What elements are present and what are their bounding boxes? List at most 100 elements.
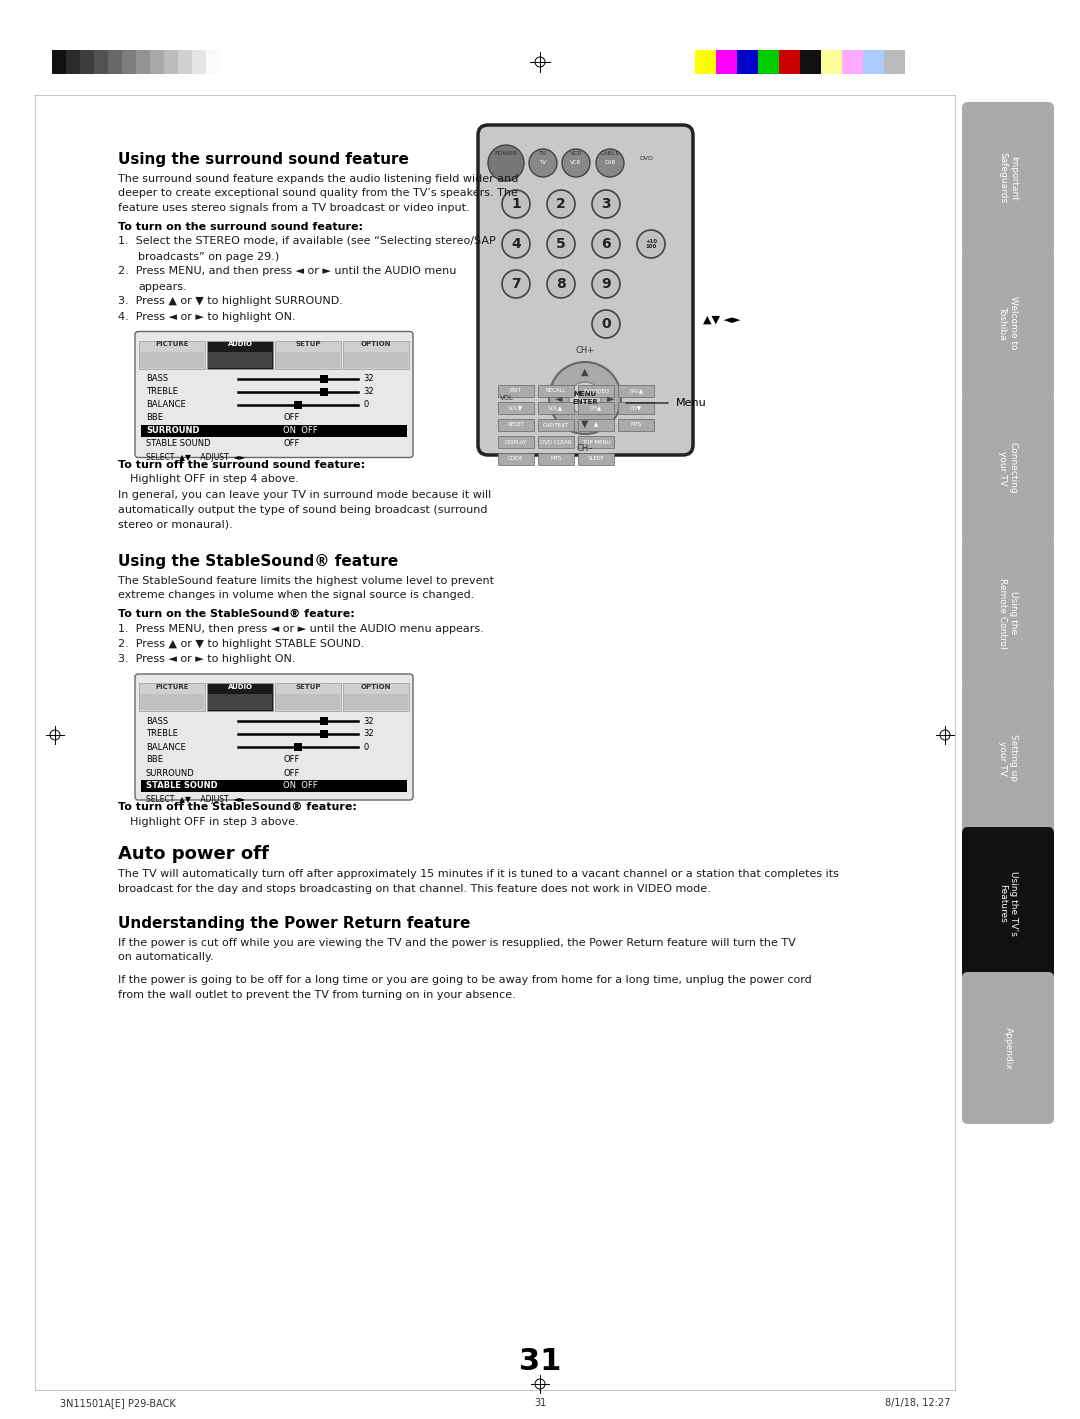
Text: DVD CLEAR: DVD CLEAR	[540, 440, 571, 444]
Bar	[122, 50, 136, 74]
Text: CAP/TEXT: CAP/TEXT	[543, 423, 569, 427]
Text: 2.  Press MENU, and then press ◄ or ► until the AUDIO menu: 2. Press MENU, and then press ◄ or ► unt…	[118, 267, 457, 277]
Text: 31: 31	[518, 1348, 562, 1376]
Bar	[140, 352, 204, 368]
Text: automatically output the type of sound being broadcast (surround: automatically output the type of sound b…	[118, 505, 487, 515]
Bar	[321, 729, 328, 738]
Text: feature uses stereo signals from a TV broadcast or video input.: feature uses stereo signals from a TV br…	[118, 203, 470, 213]
Text: The StableSound feature limits the highest volume level to prevent: The StableSound feature limits the highe…	[118, 576, 494, 586]
Bar	[696, 50, 716, 74]
Text: PICTURE: PICTURE	[156, 684, 189, 690]
Text: ►: ►	[607, 393, 615, 403]
Text: OFF: OFF	[283, 438, 299, 448]
Bar	[321, 717, 328, 725]
FancyBboxPatch shape	[962, 247, 1054, 399]
Text: To turn on the surround sound feature:: To turn on the surround sound feature:	[118, 221, 363, 231]
Text: VOL: VOL	[500, 394, 514, 402]
Text: 9: 9	[602, 277, 611, 291]
Text: DVD: DVD	[639, 156, 653, 160]
Text: ON  OFF: ON OFF	[283, 782, 318, 790]
Circle shape	[569, 382, 600, 414]
Bar	[108, 50, 122, 74]
FancyBboxPatch shape	[135, 332, 413, 457]
Text: SELECT  ▲▼    ADJUST  ◄►: SELECT ▲▼ ADJUST ◄►	[146, 796, 245, 805]
Text: Welcome to
Toshiba: Welcome to Toshiba	[998, 297, 1017, 349]
Text: TV: TV	[540, 160, 546, 166]
Bar	[150, 50, 164, 74]
Bar	[276, 352, 340, 368]
Text: FAV▲: FAV▲	[629, 389, 643, 393]
Bar	[141, 780, 407, 792]
Text: RECALL: RECALL	[545, 389, 566, 393]
Text: ▲: ▲	[581, 368, 589, 377]
Bar	[207, 683, 273, 711]
Text: CH+: CH+	[576, 346, 595, 355]
Text: SELECT  ▲▼    ADJUST  ◄►: SELECT ▲▼ ADJUST ◄►	[146, 453, 245, 463]
Bar	[538, 402, 573, 414]
Bar	[498, 385, 534, 397]
FancyBboxPatch shape	[962, 392, 1054, 543]
Text: Important
Safeguards: Important Safeguards	[998, 152, 1017, 203]
Text: 1.  Select the STEREO mode, if available (see “Selecting stereo/SAP: 1. Select the STEREO mode, if available …	[118, 237, 496, 247]
Text: To turn off the surround sound feature:: To turn off the surround sound feature:	[118, 460, 365, 470]
Text: 1.  Press MENU, then press ◄ or ► until the AUDIO menu appears.: 1. Press MENU, then press ◄ or ► until t…	[118, 624, 484, 634]
Text: POWER: POWER	[495, 150, 517, 156]
Text: 32: 32	[363, 375, 374, 383]
Bar	[343, 683, 409, 711]
Text: OFF: OFF	[283, 413, 299, 421]
Text: The TV will automatically turn off after approximately 15 minutes if it is tuned: The TV will automatically turn off after…	[118, 868, 839, 878]
Text: TREBLE: TREBLE	[146, 729, 178, 738]
Text: PICTURE: PICTURE	[156, 342, 189, 348]
Bar	[164, 50, 178, 74]
Circle shape	[546, 230, 575, 258]
Text: 2.  Press ▲ or ▼ to highlight STABLE SOUND.: 2. Press ▲ or ▼ to highlight STABLE SOUN…	[118, 639, 364, 648]
Text: CODE: CODE	[509, 457, 524, 461]
Circle shape	[546, 270, 575, 298]
Text: BBE: BBE	[146, 755, 163, 765]
Text: ▲▼ ◄►: ▲▼ ◄►	[703, 315, 741, 325]
Text: BASS: BASS	[146, 717, 168, 725]
FancyBboxPatch shape	[962, 972, 1054, 1124]
Bar	[863, 50, 885, 74]
Text: ▼: ▼	[581, 419, 589, 429]
Text: The surround sound feature expands the audio listening field wider and: The surround sound feature expands the a…	[118, 175, 518, 184]
Text: MTS: MTS	[631, 423, 642, 427]
Text: To turn off the StableSound® feature:: To turn off the StableSound® feature:	[118, 802, 356, 812]
Bar	[294, 744, 302, 751]
Text: Menu: Menu	[676, 397, 706, 409]
Text: 32: 32	[363, 729, 374, 738]
Bar	[52, 50, 66, 74]
Bar	[779, 50, 800, 74]
Text: stereo or monaural).: stereo or monaural).	[118, 519, 233, 529]
Circle shape	[592, 270, 620, 298]
Text: 2: 2	[556, 197, 566, 211]
Bar	[498, 453, 534, 465]
Text: 7: 7	[511, 277, 521, 291]
Text: Connecting
your TV: Connecting your TV	[998, 443, 1017, 494]
Text: VCR: VCR	[570, 160, 582, 166]
Circle shape	[549, 362, 621, 434]
Text: 6: 6	[602, 237, 611, 251]
Text: Auto power off: Auto power off	[118, 844, 269, 863]
Bar	[80, 50, 94, 74]
Text: Appendix: Appendix	[1003, 1026, 1013, 1070]
Text: SURROUND: SURROUND	[146, 426, 200, 436]
Bar	[343, 341, 409, 369]
Text: Using the
Remote Control: Using the Remote Control	[998, 578, 1017, 648]
Bar	[618, 385, 654, 397]
Bar	[538, 453, 573, 465]
Circle shape	[502, 270, 530, 298]
Bar	[538, 436, 573, 448]
Circle shape	[592, 190, 620, 219]
Text: 3: 3	[602, 197, 611, 211]
Circle shape	[596, 149, 624, 177]
Text: To turn on the StableSound® feature:: To turn on the StableSound® feature:	[118, 609, 354, 619]
Text: CH▼: CH▼	[630, 406, 643, 410]
Bar	[498, 402, 534, 414]
Text: BALANCE: BALANCE	[146, 400, 186, 409]
Circle shape	[502, 230, 530, 258]
Bar	[275, 683, 341, 711]
Text: 1: 1	[511, 197, 521, 211]
Text: If the power is cut off while you are viewing the TV and the power is resupplied: If the power is cut off while you are vi…	[118, 938, 796, 948]
Text: broadcast for the day and stops broadcasting on that channel. This feature does : broadcast for the day and stops broadcas…	[118, 884, 711, 894]
